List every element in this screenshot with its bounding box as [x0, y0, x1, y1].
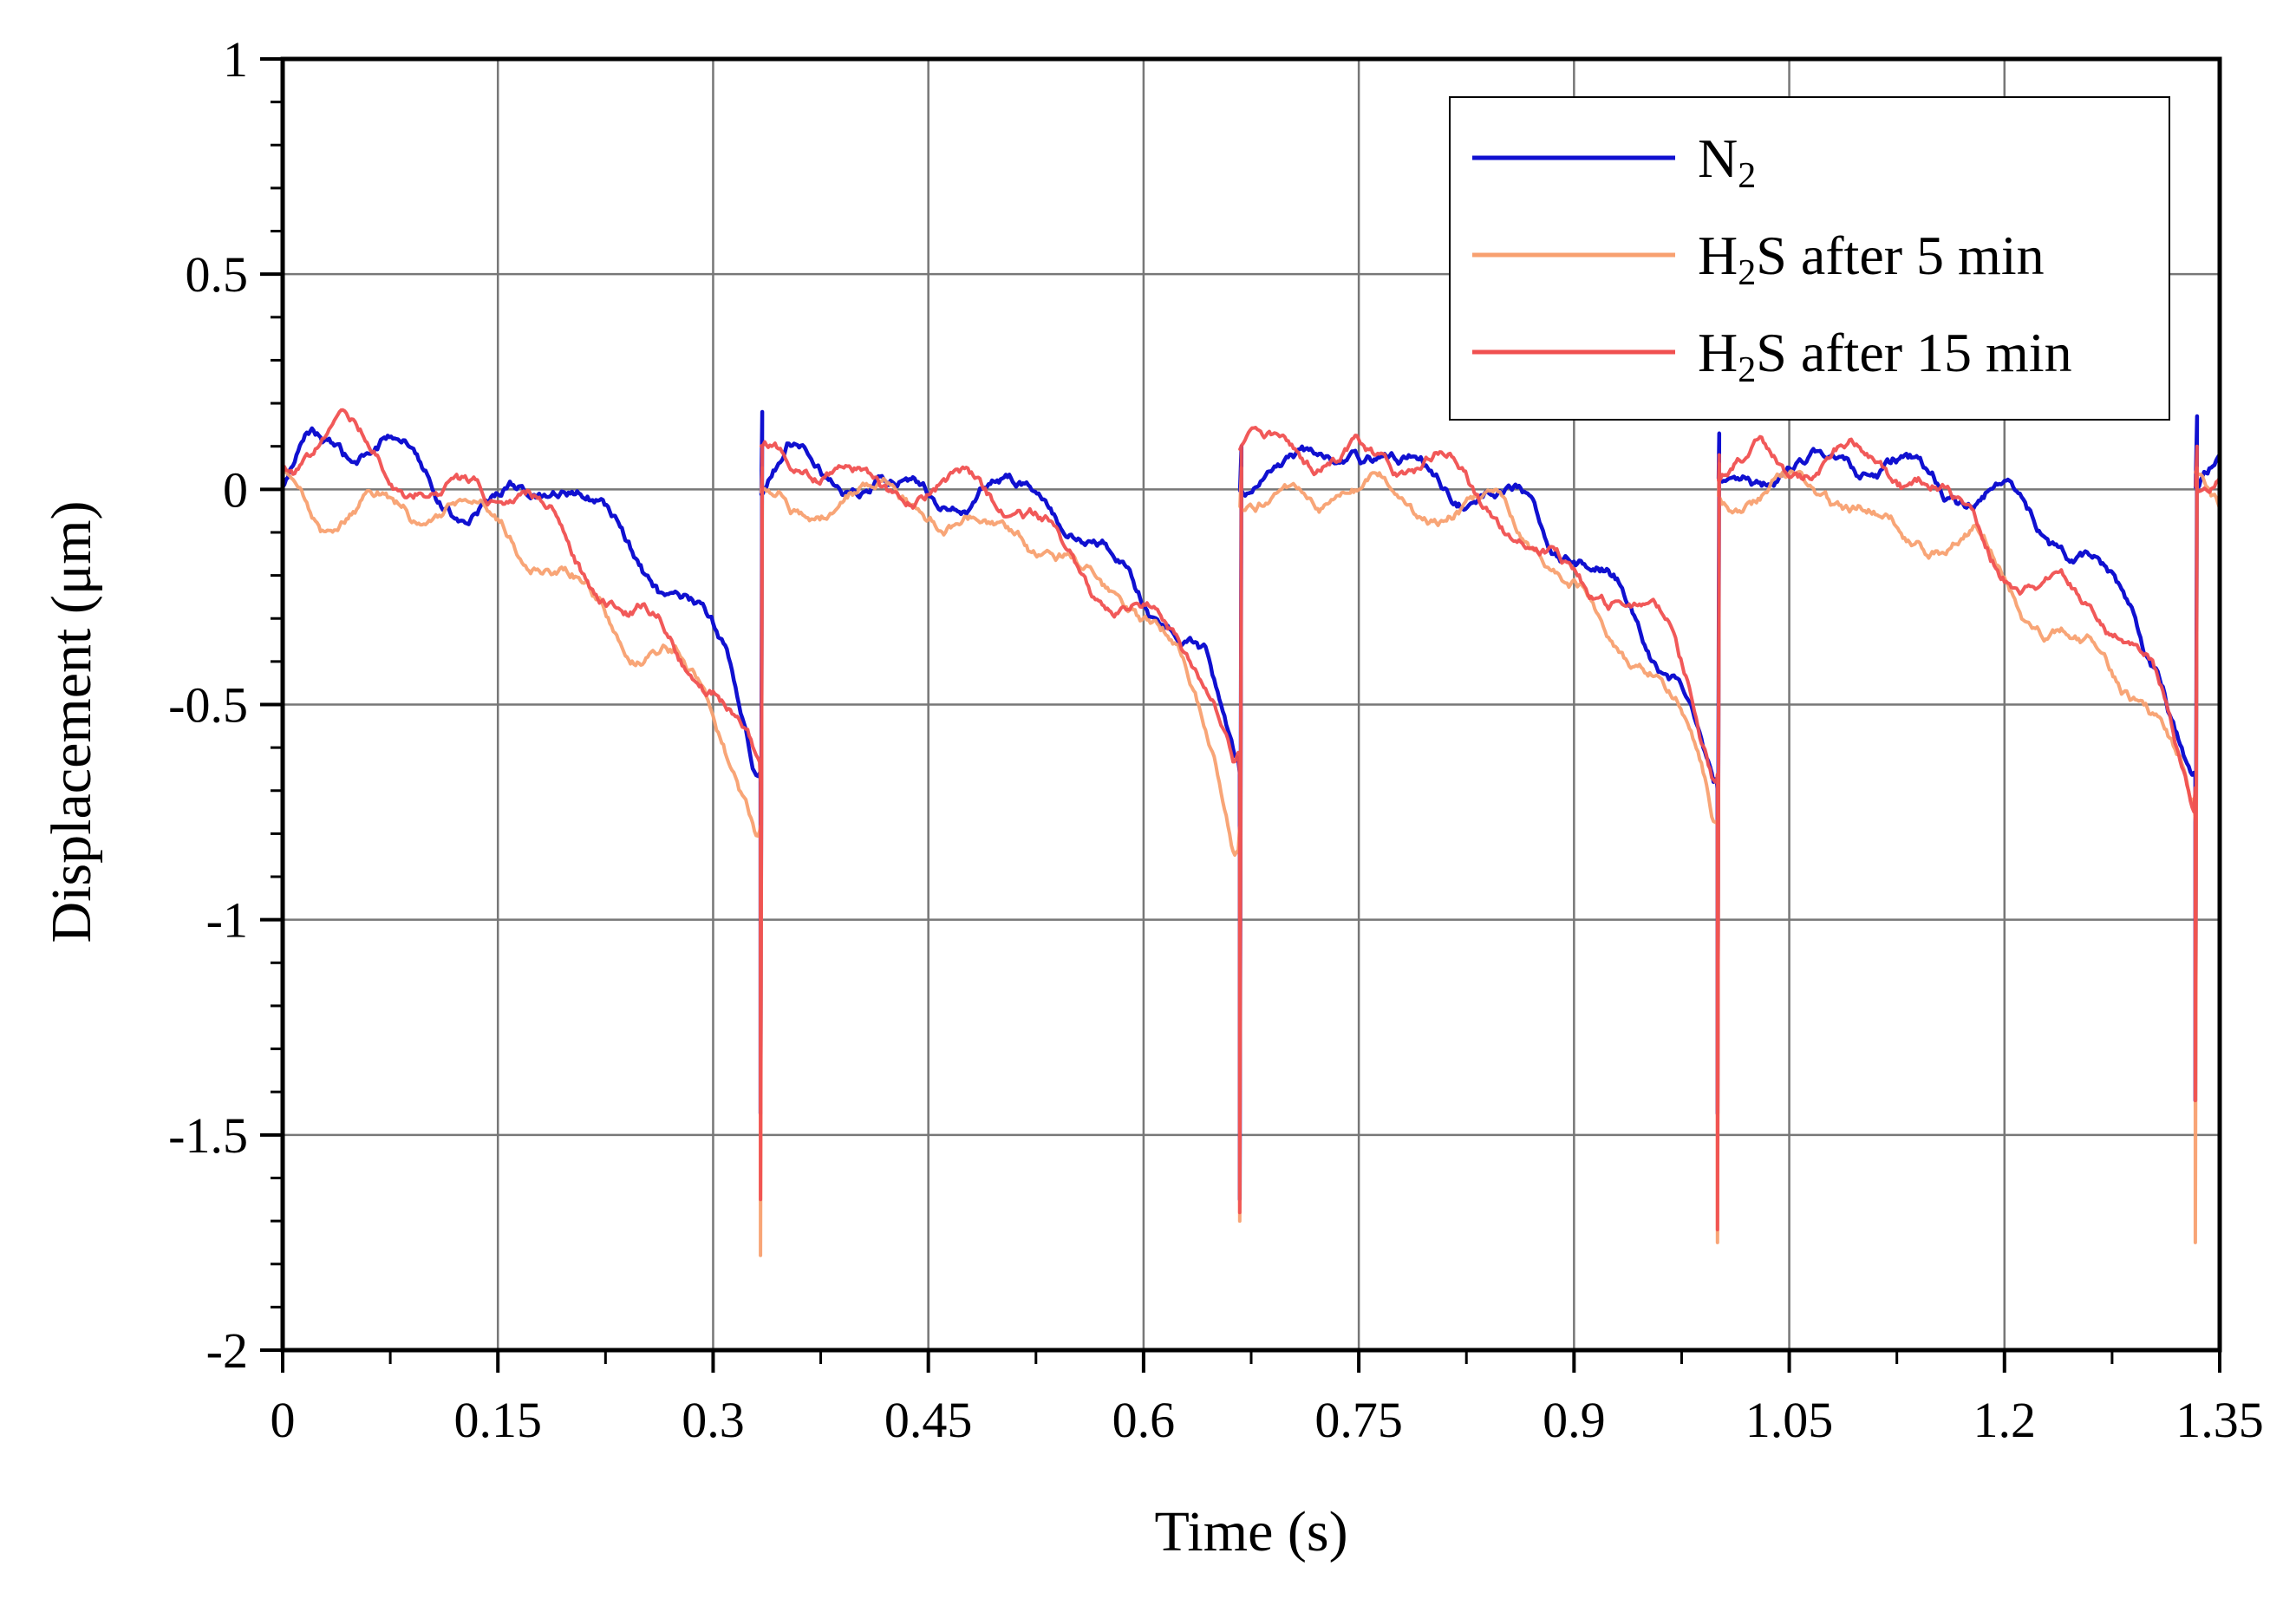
legend-label-3: H2S after 15 min: [1698, 322, 2072, 390]
legend-label-subscript: 2: [1738, 253, 1756, 293]
legend-label-rest: S after 5 min: [1756, 225, 2044, 286]
x-tick-label: 0.9: [1543, 1392, 1606, 1448]
y-tick-label: 0.5: [186, 246, 249, 303]
x-tick-label: 1.2: [1973, 1392, 2037, 1448]
axis-ticks: [260, 57, 2221, 1373]
y-tick-label: -2: [206, 1322, 248, 1379]
x-tick-label: 0.75: [1314, 1392, 1403, 1448]
legend-label-2: H2S after 5 min: [1698, 225, 2045, 293]
x-tick-label: 0.6: [1112, 1392, 1176, 1448]
x-tick-label: 0: [271, 1392, 296, 1448]
legend-label-subscript: 2: [1738, 156, 1756, 196]
x-tick-label: 0.3: [682, 1392, 745, 1448]
series-line-3: [281, 408, 2221, 1231]
x-tick-label: 1.05: [1745, 1392, 1834, 1448]
legend-label-rest: S after 15 min: [1756, 322, 2071, 383]
series-layer: [281, 408, 2221, 1257]
legend-label-subscript: 2: [1738, 350, 1756, 390]
legend-label-1: N2: [1698, 127, 1756, 196]
y-tick-label: -0.5: [168, 677, 248, 734]
y-axis-title: Displacement (μm): [40, 500, 103, 943]
y-tick-labels: 1 0.5 0 -0.5 -1 -1.5 -2: [168, 31, 248, 1379]
series-line-2: [282, 461, 2221, 1257]
x-tick-labels: 0 0.15 0.3 0.45 0.6 0.75 0.9 1.05 1.2 1.35: [271, 1392, 2264, 1448]
legend-box: [1449, 96, 2170, 421]
legend-label-main: H: [1698, 322, 1738, 383]
y-tick-label: -1.5: [168, 1107, 248, 1164]
x-tick-label: 0.45: [884, 1392, 973, 1448]
y-tick-label: 1: [223, 31, 248, 88]
y-tick-label: 0: [223, 461, 248, 518]
legend-label-main: N: [1698, 127, 1738, 189]
x-axis-title: Time (s): [1154, 1500, 1347, 1563]
series-line-1: [281, 409, 2221, 1202]
y-tick-label: -1: [206, 892, 248, 949]
legend-label-main: H: [1698, 225, 1738, 286]
x-tick-label: 0.15: [453, 1392, 542, 1448]
x-tick-label: 1.35: [2175, 1392, 2264, 1448]
